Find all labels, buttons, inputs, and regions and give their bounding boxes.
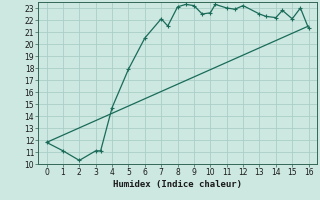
X-axis label: Humidex (Indice chaleur): Humidex (Indice chaleur): [113, 180, 242, 189]
